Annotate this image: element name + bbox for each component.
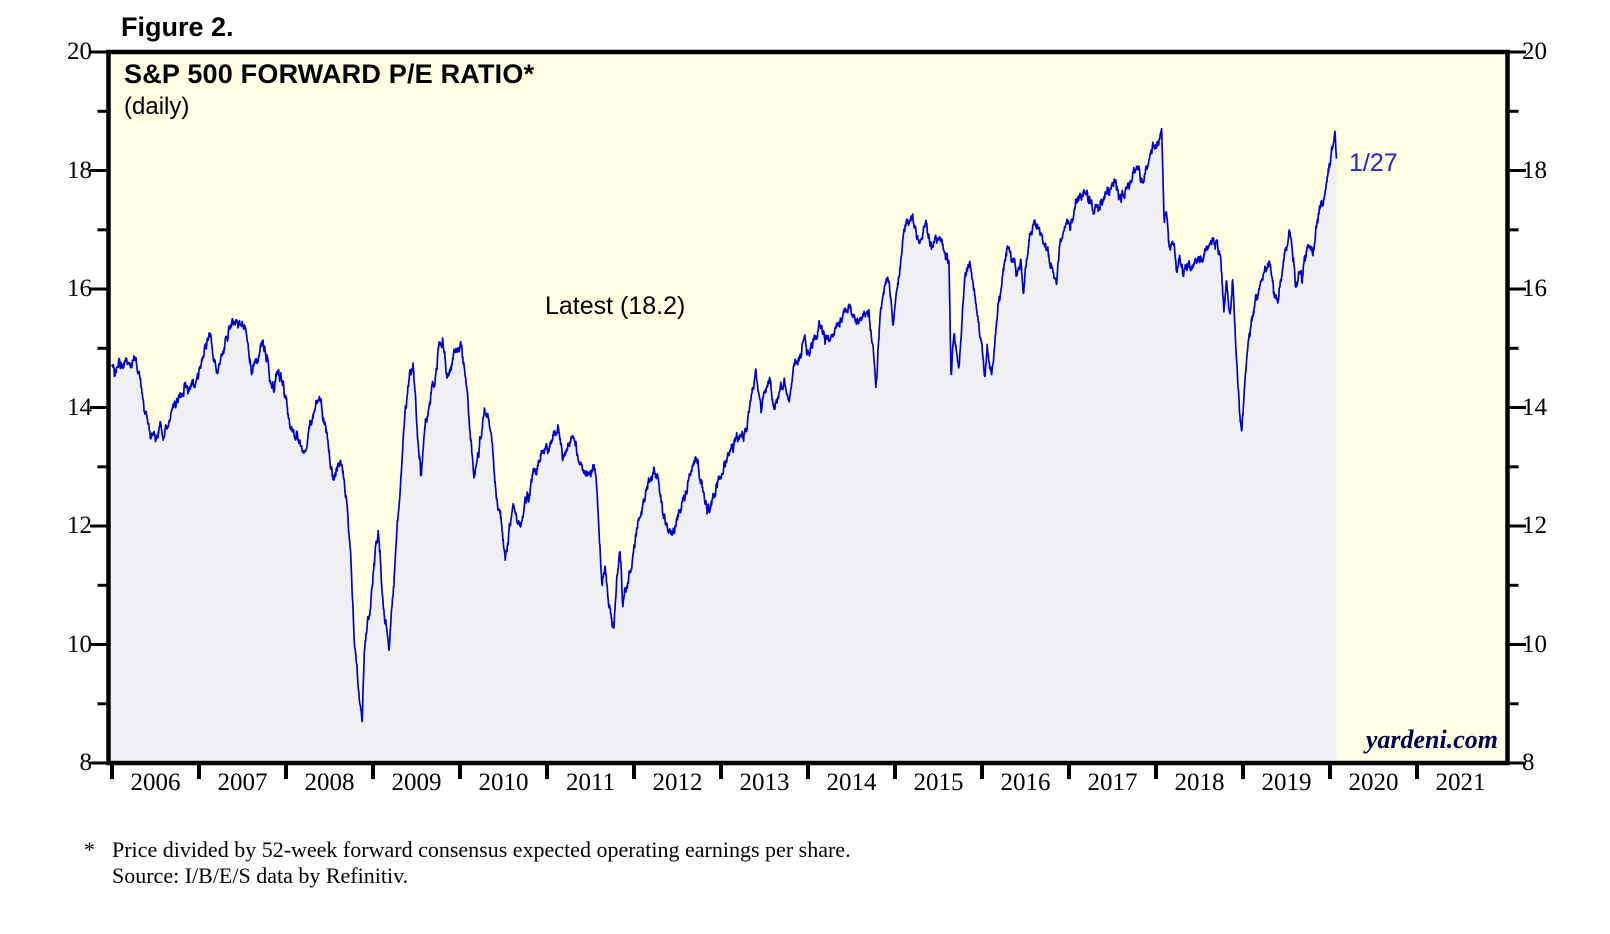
x-axis-year-label: 2019	[1261, 769, 1312, 796]
y-axis-label-left: 18	[67, 156, 92, 184]
footnote-line2: Source: I/B/E/S data by Refinitiv.	[112, 863, 409, 888]
x-axis-year-label: 2013	[739, 769, 790, 796]
yardeni-watermark: yardeni.com	[1365, 725, 1498, 754]
x-axis-year-label: 2011	[565, 769, 616, 796]
latest-annotation: Latest (18.2)	[545, 292, 686, 320]
x-axis-year-label: 2014	[826, 769, 877, 796]
y-axis-label-left: 20	[67, 38, 92, 65]
y-axis-label-right: 8	[1522, 749, 1535, 776]
x-axis-year-label: 2012	[652, 769, 703, 796]
y-axis-label-left: 8	[79, 749, 93, 776]
y-axis-label-right: 16	[1522, 275, 1547, 302]
y-axis-label-left: 14	[67, 393, 92, 421]
y-axis-label-right: 20	[1522, 38, 1547, 65]
y-axis-label-right: 18	[1522, 156, 1547, 184]
x-axis-year-label: 2021	[1435, 769, 1486, 796]
y-axis-label-left: 12	[67, 512, 92, 539]
footnote-line1: Price divided by 52-week forward consens…	[112, 837, 851, 862]
x-axis-year-label: 2006	[130, 769, 181, 796]
x-axis-year-label: 2009	[391, 769, 442, 796]
y-axis-label-left: 16	[67, 275, 92, 302]
chart-subtitle: (daily)	[124, 93, 190, 120]
last-date-annotation: 1/27	[1349, 149, 1398, 177]
y-axis-label-right: 12	[1522, 512, 1547, 539]
y-axis-label-right: 14	[1522, 393, 1547, 421]
x-axis-year-label: 2007	[217, 769, 268, 796]
pe-line-series	[111, 127, 1338, 723]
footnote-marker: *	[84, 837, 95, 862]
x-axis-year-label: 2020	[1348, 769, 1399, 796]
x-axis-year-label: 2008	[304, 769, 355, 796]
x-axis-year-label: 2018	[1174, 769, 1225, 796]
chart-title: S&P 500 FORWARD P/E RATIO*	[124, 59, 535, 89]
y-axis-label-left: 10	[67, 630, 92, 658]
x-axis-year-label: 2015	[913, 769, 964, 796]
x-axis-year-label: 2017	[1087, 769, 1138, 796]
x-axis-year-label: 2010	[478, 769, 529, 796]
figure-label: Figure 2.	[121, 12, 234, 42]
y-axis-label-right: 10	[1522, 630, 1547, 658]
x-axis-year-label: 2016	[1000, 769, 1051, 796]
pe-area-fill	[111, 128, 1337, 761]
